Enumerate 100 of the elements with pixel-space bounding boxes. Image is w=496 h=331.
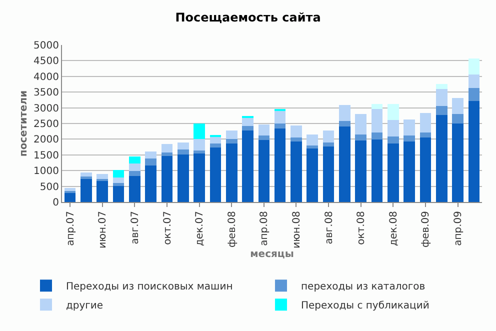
bar [112, 178, 124, 184]
bar [322, 130, 334, 143]
bar [388, 104, 399, 120]
bar [226, 143, 238, 202]
bar [436, 88, 448, 106]
bar [178, 142, 189, 150]
y-tick-label: 2500 [34, 119, 59, 130]
bar [339, 105, 350, 121]
bar [420, 137, 432, 202]
bar [178, 154, 189, 202]
x-tick-label: апр.09 [453, 211, 464, 246]
y-tick-label: 4500 [34, 56, 59, 68]
bar [129, 164, 140, 171]
bar [112, 186, 124, 202]
bar [339, 120, 350, 126]
bar [290, 137, 302, 142]
y-tick-label: 2000 [34, 134, 59, 146]
bar [274, 128, 286, 202]
bar [274, 110, 286, 124]
bar [436, 115, 448, 202]
bar [274, 123, 286, 128]
bar [322, 146, 334, 202]
legend-label: Переходы с публикаций [301, 300, 430, 312]
bar [306, 148, 318, 202]
bar [306, 146, 318, 149]
bar [388, 136, 399, 144]
legend-label: другие [66, 300, 104, 312]
bar [339, 126, 350, 202]
y-tick-label: 5000 [34, 40, 59, 52]
bar [436, 84, 448, 89]
x-tick-label: июн.08 [291, 211, 302, 248]
x-tick-label: окт.08 [356, 211, 368, 245]
bar [80, 179, 92, 202]
bar [468, 74, 480, 88]
bar [242, 126, 254, 130]
bar [290, 125, 302, 138]
bar [258, 140, 270, 202]
bar [145, 166, 156, 202]
bar [404, 135, 415, 142]
x-tick-label: дек.07 [194, 211, 206, 246]
bar [420, 132, 432, 138]
x-tick-label: апр.08 [259, 211, 270, 246]
y-tick-label: 0 [52, 198, 59, 208]
y-axis-title: посетители [18, 90, 30, 157]
bar [80, 176, 92, 180]
bar [210, 148, 222, 202]
bar [388, 120, 399, 137]
y-tick-label: 1500 [34, 150, 59, 162]
x-tick-label: окт.07 [162, 211, 174, 245]
bar [371, 132, 383, 140]
bar [306, 134, 318, 146]
bar [129, 176, 140, 202]
legend-label: переходы из каталогов [301, 281, 426, 292]
bar [145, 151, 156, 159]
y-tick-label: 4000 [34, 72, 59, 83]
bar [96, 180, 108, 202]
bar [161, 144, 173, 153]
bar [161, 152, 173, 156]
bar [258, 124, 270, 136]
bar [452, 123, 464, 202]
x-tick-label: фев.08 [226, 211, 238, 248]
bar [355, 134, 366, 141]
bar [388, 144, 399, 202]
bar [436, 106, 448, 116]
bar [404, 142, 415, 202]
bar [322, 142, 334, 147]
bar [64, 188, 76, 191]
x-axis-title: месяцы [250, 248, 294, 260]
chart-title: Посещаемость сайта [175, 10, 321, 25]
bar [290, 142, 302, 202]
x-tick-label: фев.09 [420, 211, 432, 248]
bar [129, 170, 140, 176]
bar [371, 109, 383, 132]
bar [64, 192, 76, 202]
bar [145, 158, 156, 166]
x-tick-label: авг.07 [130, 211, 141, 244]
bar [420, 113, 432, 132]
bar [242, 117, 254, 126]
legend-label: Переходы из поисковых машин [66, 281, 233, 292]
bar [178, 149, 189, 155]
x-tick-label: июн.07 [98, 211, 109, 248]
x-tick-label: авг.08 [324, 211, 335, 244]
bar [452, 114, 464, 124]
y-tick-label: 1000 [34, 166, 59, 178]
bar [355, 140, 366, 202]
bar [468, 58, 480, 75]
bar [371, 140, 383, 202]
bar [194, 150, 205, 154]
bar [355, 114, 366, 134]
bar [194, 123, 205, 140]
bar [210, 136, 222, 144]
bar [96, 174, 108, 179]
bar [112, 170, 124, 178]
bar [194, 139, 205, 151]
bar [242, 130, 254, 202]
bar [258, 135, 270, 140]
bar [194, 154, 205, 202]
bar [404, 119, 415, 136]
bar [161, 156, 173, 202]
y-tick-label: 3500 [34, 88, 59, 99]
